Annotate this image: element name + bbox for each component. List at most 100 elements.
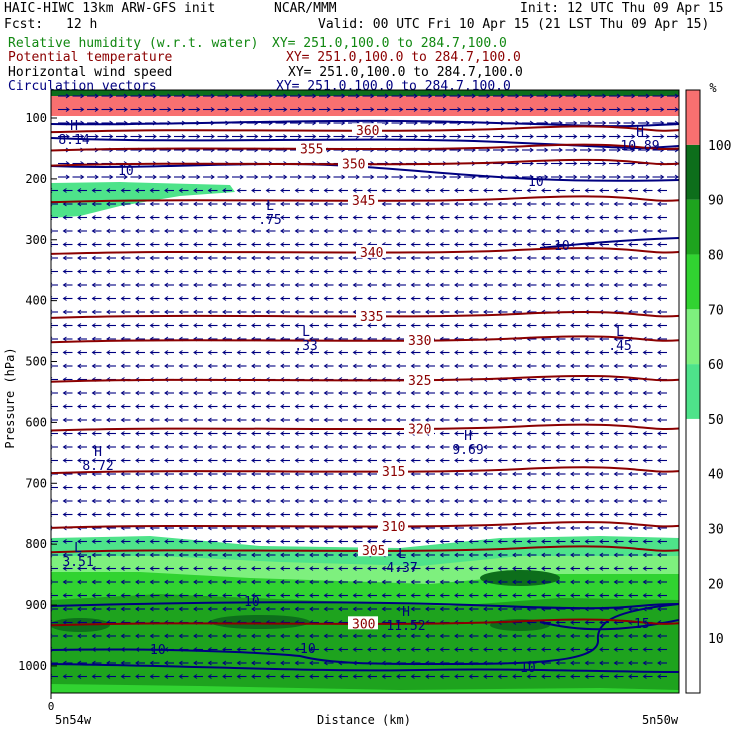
vector-arrow-head [642, 633, 647, 639]
vector-arrow-head [642, 296, 647, 301]
vector-arrow-head [439, 539, 444, 544]
vector-arrow-head [91, 323, 96, 328]
vector-arrow-head [236, 647, 241, 652]
vector-arrow-head [309, 647, 314, 652]
vector-arrow-head [251, 228, 256, 234]
vector-arrow-head [222, 633, 227, 639]
vector-arrow-head [457, 174, 462, 180]
vector-arrow-head [483, 525, 488, 531]
vector-arrow-head [323, 228, 328, 234]
theta-contour-line [51, 423, 679, 432]
vector-arrow-head [367, 498, 372, 504]
init-time: Init: 12 UTC Thu 09 Apr 15 [520, 1, 724, 16]
vector-arrow-head [468, 539, 473, 544]
vector-arrow-head [468, 282, 473, 288]
vector-arrow-head [178, 539, 183, 544]
vector-arrow-head [599, 674, 604, 679]
vector-arrow-head [599, 566, 604, 571]
vector-arrow-head [657, 660, 662, 666]
vector-arrow-head [512, 390, 517, 396]
vector-arrow-head [483, 390, 488, 396]
vector-arrow-head [164, 458, 169, 463]
vector-arrow-head [599, 444, 604, 450]
vector-arrow-head [222, 404, 227, 409]
vector-arrow-head [599, 188, 604, 193]
vector-arrow-head [555, 525, 560, 531]
vector-arrow-head [410, 363, 415, 369]
vector-arrow-head [613, 566, 618, 571]
vector-arrow-head [280, 579, 285, 585]
vector-arrow-head [584, 444, 589, 450]
vector-arrow-head [439, 579, 444, 585]
vector-arrow-head [526, 363, 531, 369]
vector-arrow-head [555, 296, 560, 301]
field-rh-name: Relative humidity (w.r.t. water) [8, 36, 259, 51]
vector-arrow-head [77, 188, 82, 193]
vector-arrow-head [587, 120, 592, 126]
vector-arrow-head [236, 593, 241, 598]
vector-arrow-head [483, 552, 488, 558]
vector-arrow-head [106, 404, 111, 409]
wind-contour-label: 10 [300, 642, 316, 657]
vector-arrow-head [584, 660, 589, 666]
vector-arrow-head [642, 242, 647, 247]
vector-arrow-head [558, 107, 563, 112]
org-label: NCAR/MMM [274, 1, 337, 16]
vector-arrow-head [396, 593, 401, 598]
theta-label-bg [378, 464, 408, 478]
vector-arrow-head [396, 458, 401, 463]
extremum-value: 10.89 [620, 139, 659, 154]
vector-arrow-head [468, 215, 473, 220]
y-tick-label: 600 [25, 415, 47, 429]
vector-arrow-head [265, 350, 270, 355]
vector-arrow-head [91, 606, 96, 612]
vector-arrow-head [454, 215, 459, 220]
vector-arrow-head [77, 390, 82, 396]
vector-arrow-head [454, 188, 459, 193]
vector-arrow-head [396, 647, 401, 652]
vector-arrow-head [483, 444, 488, 450]
vector-arrow-head [236, 350, 241, 355]
theta-label-bg [404, 372, 434, 386]
vector-arrow-head [628, 498, 633, 504]
vector-arrow-head [425, 188, 430, 193]
vector-arrow-head [106, 566, 111, 571]
vector-arrow-head [515, 93, 520, 99]
vector-arrow-head [207, 404, 212, 409]
vector-arrow-head [599, 579, 604, 585]
vector-arrow-head [309, 444, 314, 450]
vector-arrow-head [280, 390, 285, 396]
vector-arrow-head [294, 296, 299, 301]
vector-arrow-head [338, 323, 343, 328]
vector-arrow-head [555, 512, 560, 517]
vector-arrow-head [251, 579, 256, 585]
vector-arrow-head [541, 674, 546, 679]
vector-arrow-head [222, 242, 227, 247]
vector-arrow-head [642, 539, 647, 544]
vector-arrow-head [323, 471, 328, 477]
vector-arrow-head [454, 228, 459, 234]
vector-arrow-head [512, 215, 517, 220]
vector-arrow-head [207, 228, 212, 234]
vector-arrow-head [135, 552, 140, 558]
vector-arrow-head [497, 458, 502, 463]
vector-arrow-head [613, 660, 618, 666]
vector-arrow-head [628, 525, 633, 531]
vector-arrow-head [558, 174, 563, 180]
vector-arrow-head [265, 593, 270, 598]
vector-arrow-head [149, 539, 154, 544]
vector-arrow-head [167, 107, 172, 112]
vector-arrow-head [468, 309, 473, 315]
vector-arrow-head [120, 350, 125, 355]
vector-arrow-head [193, 552, 198, 558]
vector-arrow-head [642, 660, 647, 666]
vector-arrow-head [120, 201, 125, 207]
vector-arrow-head [399, 134, 404, 139]
vector-arrow-head [135, 282, 140, 288]
vector-arrow-head [613, 471, 618, 477]
vector-arrow-head [222, 566, 227, 571]
vector-arrow-head [280, 512, 285, 517]
vector-arrow-head [62, 323, 67, 328]
vector-arrow-head [236, 404, 241, 409]
vector-arrow-head [280, 539, 285, 544]
